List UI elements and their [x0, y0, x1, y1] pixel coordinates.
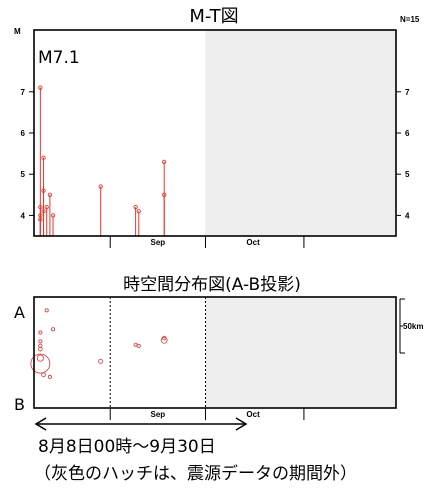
st-event-circle — [98, 358, 104, 364]
mt-axis-ticks: 4 4 5 5 6 6 7 7 Sep Oct — [21, 88, 410, 248]
mt-y-tick-label-left: 4 — [21, 211, 26, 220]
mt-chart: M-T図 N=15 M 4 4 5 5 6 6 7 7 Sep Oct M7.1 — [14, 6, 420, 248]
st-event-circle — [38, 330, 43, 335]
mt-event-point — [41, 155, 46, 160]
mt-chart-title: M-T図 — [189, 6, 238, 27]
hatch-note: （灰色のハッチは、震源データの期間外） — [34, 464, 357, 484]
scale-bar: 50km — [399, 298, 423, 354]
period-caption: 8月8日00時～9月30日 — [38, 437, 216, 457]
st-event-circle — [44, 308, 49, 313]
mt-event-point — [47, 192, 53, 197]
st-event-circle — [136, 343, 141, 348]
mt-y-tick-label-left: 7 — [21, 88, 26, 97]
mt-event-point — [41, 188, 46, 193]
st-plot-frame — [33, 296, 397, 409]
st-axis-ticks: Sep Oct — [109, 297, 305, 420]
mt-annotation-m71: M7.1 — [38, 48, 80, 68]
mt-event-point — [50, 213, 56, 218]
period-arrow — [34, 417, 248, 431]
mt-y-tick-label-left: 6 — [21, 129, 26, 138]
mt-y-tick-label-right: 4 — [405, 211, 410, 220]
mt-event-point — [38, 85, 43, 90]
mt-month-label: Oct — [246, 238, 260, 247]
st-month-label: Oct — [246, 410, 260, 419]
mt-event-point — [44, 205, 49, 210]
st-month-label: Sep — [151, 410, 166, 419]
mt-y-tick-label-right: 7 — [405, 88, 410, 97]
st-event-circle — [38, 339, 43, 344]
st-event-circle — [38, 346, 43, 352]
mt-event-point — [136, 209, 141, 214]
mt-event-point — [133, 205, 138, 210]
label-b: B — [14, 395, 25, 414]
mt-event-point — [38, 205, 43, 210]
mt-plot-frame — [33, 29, 397, 237]
st-event-circle — [160, 336, 168, 344]
scale-label: 50km — [403, 322, 423, 331]
mt-event-point — [38, 213, 43, 218]
st-event-circle — [162, 335, 167, 341]
mt-y-tick-label-left: 5 — [21, 170, 26, 179]
st-event-circle — [47, 374, 52, 379]
mt-hatched-region — [205, 30, 396, 236]
mt-month-label: Sep — [151, 238, 166, 247]
label-a: A — [14, 303, 25, 322]
mt-event-point — [162, 159, 167, 164]
mt-y-axis-label: M — [14, 27, 21, 36]
mt-y-tick-label-right: 5 — [405, 170, 410, 179]
st-event-circles — [30, 308, 168, 379]
st-event-circle — [36, 354, 44, 362]
st-hatched-region — [205, 297, 396, 408]
space-time-chart: 時空間分布図(A-B投影) A B Sep Oct 50km — [14, 275, 423, 431]
mt-event-stems — [38, 85, 167, 236]
st-event-circle — [41, 372, 46, 378]
mt-event-point — [98, 184, 103, 189]
st-event-circle — [51, 327, 56, 332]
space-time-title: 時空間分布図(A-B投影) — [123, 275, 301, 295]
st-event-circle — [133, 342, 138, 347]
mt-count-label: N=15 — [400, 15, 420, 24]
mt-y-tick-label-right: 6 — [405, 129, 410, 138]
mt-event-point — [41, 209, 46, 214]
st-event-circle — [30, 353, 51, 374]
mt-event-point — [162, 192, 167, 197]
